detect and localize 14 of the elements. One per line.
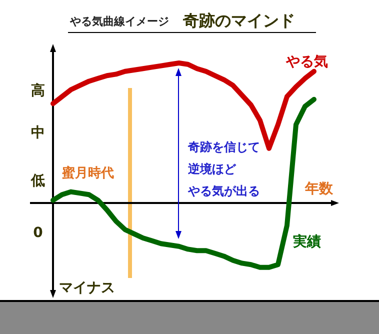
annotation: やる気が出る <box>187 184 260 198</box>
text: マイナス <box>59 280 115 296</box>
annotation: 蜜月時代 <box>61 165 114 181</box>
x-axis-title: 年数 <box>304 181 334 197</box>
text: 中 <box>31 125 45 141</box>
annotation: 奇跡を信じて <box>187 140 260 154</box>
text: 0 <box>33 225 44 241</box>
annotation: 逆境ほど <box>187 162 237 176</box>
chart-subtitle: やる気曲線イメージ <box>69 15 169 28</box>
text: 高 <box>31 82 45 99</box>
series-label: 実績 <box>293 233 321 250</box>
chart-title: 奇跡のマインド <box>182 11 295 30</box>
series-label: やる気 <box>285 54 328 70</box>
text: 低 <box>30 173 45 189</box>
